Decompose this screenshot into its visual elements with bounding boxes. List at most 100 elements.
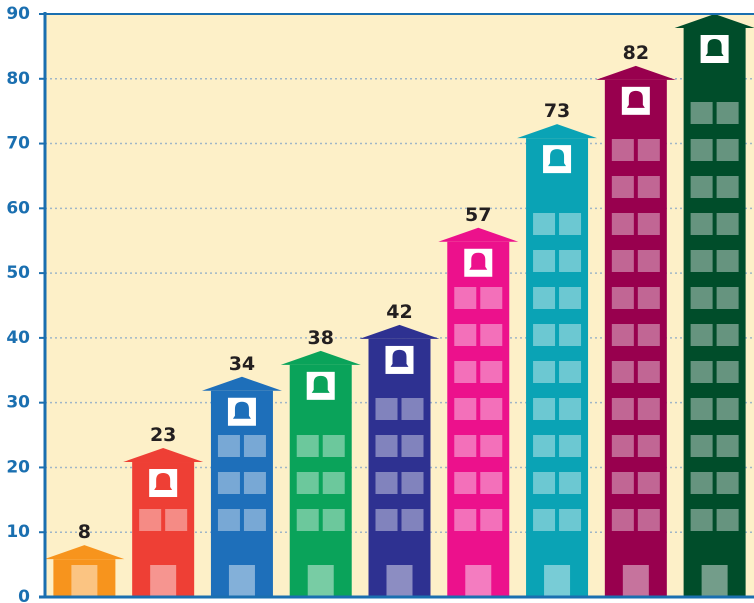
window (165, 509, 187, 531)
window (717, 250, 739, 272)
window (533, 213, 555, 235)
value-label: 82 (623, 42, 649, 64)
building (202, 377, 282, 597)
window (454, 361, 476, 383)
window (402, 435, 424, 457)
door (544, 565, 570, 597)
window (717, 287, 739, 309)
window (454, 398, 476, 420)
y-tick-label: 20 (6, 457, 30, 477)
value-label: 34 (229, 353, 255, 375)
door (71, 565, 97, 597)
window (376, 472, 398, 494)
value-label: 23 (150, 424, 176, 446)
value-label: 42 (386, 301, 412, 323)
y-tick-label: 70 (6, 134, 30, 154)
window (612, 361, 634, 383)
chart: 0102030405060708090823343842577382 (0, 0, 754, 603)
window (612, 213, 634, 235)
window (402, 472, 424, 494)
window (612, 287, 634, 309)
window (559, 250, 581, 272)
window (691, 176, 713, 198)
door (465, 565, 491, 597)
window (454, 509, 476, 531)
window (323, 472, 345, 494)
window (480, 287, 502, 309)
window (717, 213, 739, 235)
window (533, 509, 555, 531)
window (717, 102, 739, 124)
window (612, 472, 634, 494)
window (691, 472, 713, 494)
door (150, 565, 176, 597)
window (691, 398, 713, 420)
window (480, 398, 502, 420)
window (638, 435, 660, 457)
y-tick-label: 10 (6, 522, 30, 542)
window (454, 324, 476, 346)
window (454, 435, 476, 457)
y-tick-label: 40 (6, 328, 30, 348)
door (387, 565, 413, 597)
window (717, 361, 739, 383)
value-label: 38 (307, 327, 333, 349)
window (717, 509, 739, 531)
window (638, 287, 660, 309)
window (480, 324, 502, 346)
value-label: 73 (544, 100, 570, 122)
window (638, 139, 660, 161)
window (454, 472, 476, 494)
window (638, 213, 660, 235)
y-tick-label: 50 (6, 263, 30, 283)
window (376, 435, 398, 457)
window (638, 324, 660, 346)
window (717, 472, 739, 494)
window (691, 287, 713, 309)
building (596, 66, 676, 597)
window (612, 324, 634, 346)
door (308, 565, 334, 597)
building-body (369, 339, 431, 597)
window (691, 250, 713, 272)
window (454, 287, 476, 309)
building (281, 351, 361, 597)
window (244, 472, 266, 494)
window (612, 139, 634, 161)
window (480, 509, 502, 531)
value-label: 57 (465, 204, 491, 226)
window (612, 435, 634, 457)
door (229, 565, 255, 597)
y-tick-label: 90 (6, 4, 30, 24)
window (638, 472, 660, 494)
window (612, 250, 634, 272)
window (717, 398, 739, 420)
y-tick-label: 60 (6, 198, 30, 218)
window (533, 435, 555, 457)
window (297, 472, 319, 494)
window (533, 472, 555, 494)
window (691, 102, 713, 124)
window (297, 509, 319, 531)
window (691, 213, 713, 235)
door (623, 565, 649, 597)
window (139, 509, 161, 531)
window (559, 361, 581, 383)
window (717, 176, 739, 198)
y-tick-label: 80 (6, 69, 30, 89)
window (218, 472, 240, 494)
window (402, 398, 424, 420)
window (533, 361, 555, 383)
window (638, 176, 660, 198)
window (612, 176, 634, 198)
window (376, 509, 398, 531)
window (559, 287, 581, 309)
window (638, 250, 660, 272)
window (691, 435, 713, 457)
y-tick-label: 0 (18, 587, 30, 603)
window (612, 509, 634, 531)
window (638, 361, 660, 383)
value-label: 8 (78, 521, 91, 543)
window (480, 435, 502, 457)
window (533, 324, 555, 346)
